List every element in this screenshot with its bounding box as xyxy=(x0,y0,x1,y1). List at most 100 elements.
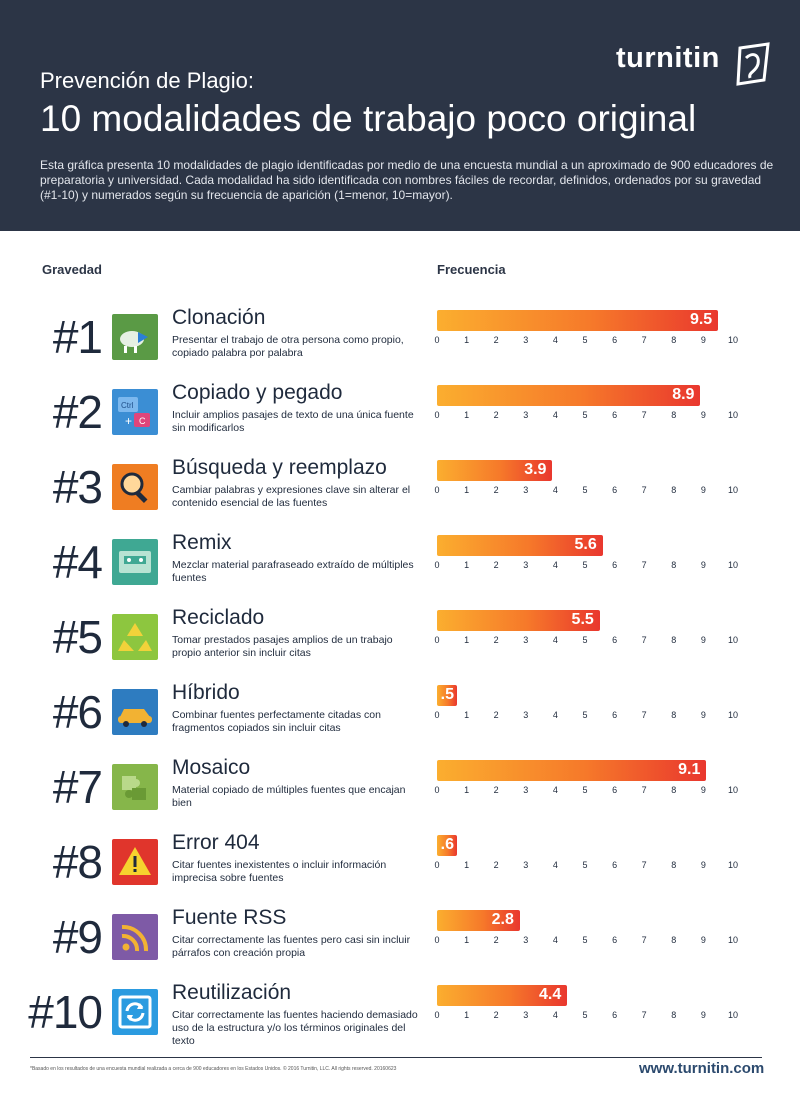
severity-rank: #1 xyxy=(52,311,103,363)
frequency-axis: 0 1 2 3 4 5 6 7 8 9 10 xyxy=(0,935,800,949)
puzzle-icon xyxy=(112,764,158,810)
car-icon xyxy=(112,689,158,735)
axis-tick-label: 10 xyxy=(727,485,739,495)
axis-tick-label: 4 xyxy=(552,710,558,720)
modality-row: #3 Búsqueda y reemplazo Cambiar palabras y… xyxy=(0,456,800,531)
axis-tick-label: 3 xyxy=(523,710,529,720)
frequency-axis: 0 1 2 3 4 5 6 7 8 9 10 xyxy=(0,710,800,724)
axis-tick-label: 1 xyxy=(464,485,470,495)
modality-name: Error 404 xyxy=(172,831,260,854)
axis-tick-label: 9 xyxy=(700,785,706,795)
axis-tick-label: 2 xyxy=(493,710,499,720)
severity-rank: #4 xyxy=(52,536,103,588)
axis-tick-label: 7 xyxy=(641,785,647,795)
axis-tick-label: 7 xyxy=(641,335,647,345)
axis-tick-label: 5 xyxy=(582,635,588,645)
modality-description: Citar correctamente las fuentes haciendo… xyxy=(172,1009,418,1047)
frequency-axis: 0 1 2 3 4 5 6 7 8 9 10 xyxy=(0,785,800,799)
refresh-icon xyxy=(112,989,158,1035)
axis-tick-label: 6 xyxy=(612,335,618,345)
axis-tick-label: 1 xyxy=(464,1010,470,1020)
axis-tick-label: 10 xyxy=(727,935,739,945)
rss-icon xyxy=(112,914,158,960)
modality-row: #7 Mosaico Material copiado de múltiples f… xyxy=(0,756,800,831)
axis-tick-label: 1 xyxy=(464,410,470,420)
axis-tick-label: 2 xyxy=(493,560,499,570)
axis-tick-label: 5 xyxy=(582,410,588,420)
modality-row: #4 Remix Mezclar material parafraseado ext… xyxy=(0,531,800,606)
bar-value-label: .5 xyxy=(440,686,454,703)
axis-tick-label: 10 xyxy=(727,710,739,720)
header: turnitin Prevención de Plagio: 10 modali… xyxy=(0,0,800,231)
axis-tick-label: 4 xyxy=(552,935,558,945)
frequency-bar: 3.9 xyxy=(437,460,553,481)
axis-tick-label: 3 xyxy=(523,935,529,945)
frequency-bar: .5 xyxy=(437,685,457,706)
modality-description: Tomar prestados pasajes amplios de un tr… xyxy=(172,634,393,659)
axis-tick-label: 1 xyxy=(464,860,470,870)
axis-tick-label: 6 xyxy=(612,410,618,420)
axis-tick-label: 3 xyxy=(523,635,529,645)
frequency-axis: 0 1 2 3 4 5 6 7 8 9 10 xyxy=(0,485,800,499)
modality-description: Combinar fuentes perfectamente citadas c… xyxy=(172,709,381,734)
axis-tick-label: 9 xyxy=(700,560,706,570)
ctrl-c-icon: Ctrl C + xyxy=(112,389,158,435)
axis-tick-label: 1 xyxy=(464,335,470,345)
header-description: Esta gráfica presenta 10 modalidades de … xyxy=(40,158,774,202)
axis-tick-label: 4 xyxy=(552,860,558,870)
modality-row: #8 Error 404 Citar fuentes inexistentes o … xyxy=(0,831,800,906)
frequency-axis: 0 1 2 3 4 5 6 7 8 9 10 xyxy=(0,560,800,574)
modality-description: Citar fuentes inexistentes o incluir inf… xyxy=(172,859,387,884)
axis-tick-label: 2 xyxy=(493,635,499,645)
website-link[interactable]: www.turnitin.com xyxy=(639,1060,765,1077)
axis-tick-label: 6 xyxy=(612,485,618,495)
axis-tick-label: 3 xyxy=(523,335,529,345)
severity-rank: #2 xyxy=(52,386,103,438)
axis-tick-label: 2 xyxy=(493,1010,499,1020)
modality-name: Clonación xyxy=(172,306,266,329)
frequency-bar: .6 xyxy=(437,835,457,856)
bar-value-label: 5.6 xyxy=(574,536,597,553)
modality-name: Reciclado xyxy=(172,606,265,629)
axis-tick-label: 0 xyxy=(434,710,440,720)
axis-tick-label: 4 xyxy=(552,785,558,795)
severity-column-header: Gravedad xyxy=(42,262,102,277)
axis-tick-label: 3 xyxy=(523,1010,529,1020)
bar-value-label: 9.5 xyxy=(689,311,713,328)
axis-tick-label: 10 xyxy=(727,560,739,570)
axis-tick-label: 4 xyxy=(552,1010,558,1020)
axis-tick-label: 6 xyxy=(612,935,618,945)
axis-tick-label: 1 xyxy=(464,560,470,570)
axis-tick-label: 10 xyxy=(727,635,739,645)
modality-description: Material copiado de múltiples fuentes qu… xyxy=(172,784,406,809)
bar-value-label: 9.1 xyxy=(678,761,701,778)
axis-tick-label: 0 xyxy=(434,410,440,420)
axis-tick-label: 0 xyxy=(434,560,440,570)
axis-tick-label: 10 xyxy=(727,860,739,870)
pre-title: Prevención de Plagio: xyxy=(40,68,255,93)
axis-tick-label: 6 xyxy=(612,635,618,645)
frequency-bar: 9.5 xyxy=(437,310,719,331)
axis-tick-label: 9 xyxy=(700,335,706,345)
axis-tick-label: 3 xyxy=(523,785,529,795)
frequency-bar: 8.9 xyxy=(437,385,701,406)
modality-row: #9 Fuente RSS Citar correctamente las fuen… xyxy=(0,906,800,981)
axis-tick-label: 6 xyxy=(612,710,618,720)
axis-tick-label: 0 xyxy=(434,785,440,795)
modality-description: Citar correctamente las fuentes pero cas… xyxy=(172,934,411,959)
modality-description: Cambiar palabras y expresiones clave sin… xyxy=(172,484,411,509)
severity-rank: #10 xyxy=(28,986,103,1038)
axis-tick-label: 8 xyxy=(671,935,677,945)
frequency-axis: 0 1 2 3 4 5 6 7 8 9 10 xyxy=(0,335,800,349)
axis-tick-label: 0 xyxy=(434,1010,440,1020)
axis-tick-label: 5 xyxy=(582,785,588,795)
bar-value-label: 8.9 xyxy=(672,386,695,403)
axis-tick-label: 5 xyxy=(582,560,588,570)
axis-tick-label: 9 xyxy=(700,635,706,645)
axis-tick-label: 9 xyxy=(700,1010,706,1020)
axis-tick-label: 7 xyxy=(641,485,647,495)
bar-value-label: 2.8 xyxy=(491,911,514,928)
axis-tick-label: 5 xyxy=(582,335,588,345)
severity-rank: #7 xyxy=(52,761,103,813)
axis-tick-label: 5 xyxy=(582,710,588,720)
